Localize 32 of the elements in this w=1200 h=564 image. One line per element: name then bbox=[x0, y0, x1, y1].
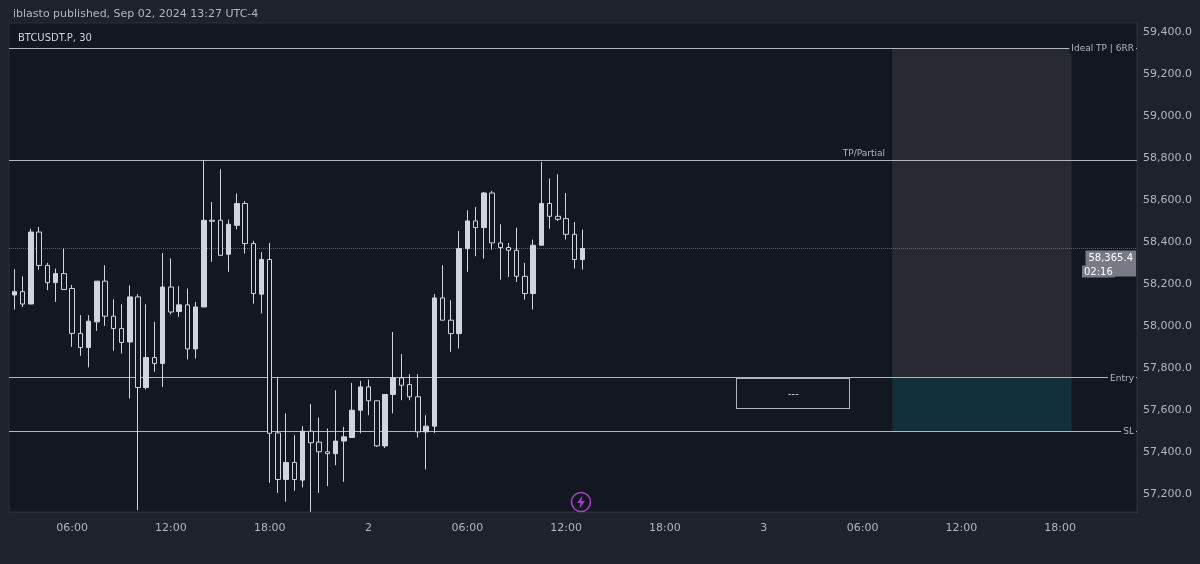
ref-line-label: SL bbox=[1123, 426, 1134, 437]
y-tick-label: 58,600.0 bbox=[1143, 192, 1192, 206]
x-tick-label: 06:00 bbox=[451, 521, 484, 534]
y-tick-label: 59,200.0 bbox=[1143, 66, 1192, 80]
ref-line-label: Entry bbox=[1110, 372, 1135, 383]
annotation: 02:16 bbox=[1084, 266, 1113, 278]
chart-subtitle: iblasto published, Sep 02, 2024 13:27 UTC-4 bbox=[13, 7, 259, 20]
ref-line-label: 58,365.4 bbox=[1088, 252, 1133, 264]
y-tick-label: 58,800.0 bbox=[1143, 150, 1192, 164]
ref-line-label: Ideal TP | 6RR bbox=[1071, 43, 1134, 54]
y-tick-label: 57,600.0 bbox=[1143, 402, 1192, 416]
y-tick-label: 57,200.0 bbox=[1143, 486, 1192, 500]
y-tick-label: 58,200.0 bbox=[1143, 276, 1192, 290]
text: BTCUSDT.P, 30 bbox=[18, 31, 92, 43]
y-tick-label: 58,000.0 bbox=[1143, 318, 1192, 332]
x-tick-label: 18:00 bbox=[649, 521, 681, 534]
x-tick-label: 06:00 bbox=[846, 521, 879, 534]
x-tick-label: 3 bbox=[760, 521, 768, 534]
x-tick-label: 12:00 bbox=[155, 521, 187, 534]
y-tick-label: 59,000.0 bbox=[1143, 108, 1192, 122]
y-tick-label: 59,400.0 bbox=[1143, 24, 1192, 38]
x-tick-label: 12:00 bbox=[550, 521, 582, 534]
y-tick-label: 58,400.0 bbox=[1143, 234, 1192, 248]
x-tick-label: 18:00 bbox=[1044, 521, 1076, 534]
y-tick-label: 57,800.0 bbox=[1143, 360, 1192, 374]
x-tick-label: 12:00 bbox=[945, 521, 978, 534]
y-tick-label: 57,400.0 bbox=[1143, 444, 1192, 458]
x-tick-label: 18:00 bbox=[253, 521, 286, 534]
x-tick-label: 2 bbox=[365, 521, 373, 534]
x-tick-label: 06:00 bbox=[56, 521, 88, 534]
annotation: --- bbox=[788, 387, 800, 399]
ref-line-label: TP/Partial bbox=[841, 147, 885, 158]
